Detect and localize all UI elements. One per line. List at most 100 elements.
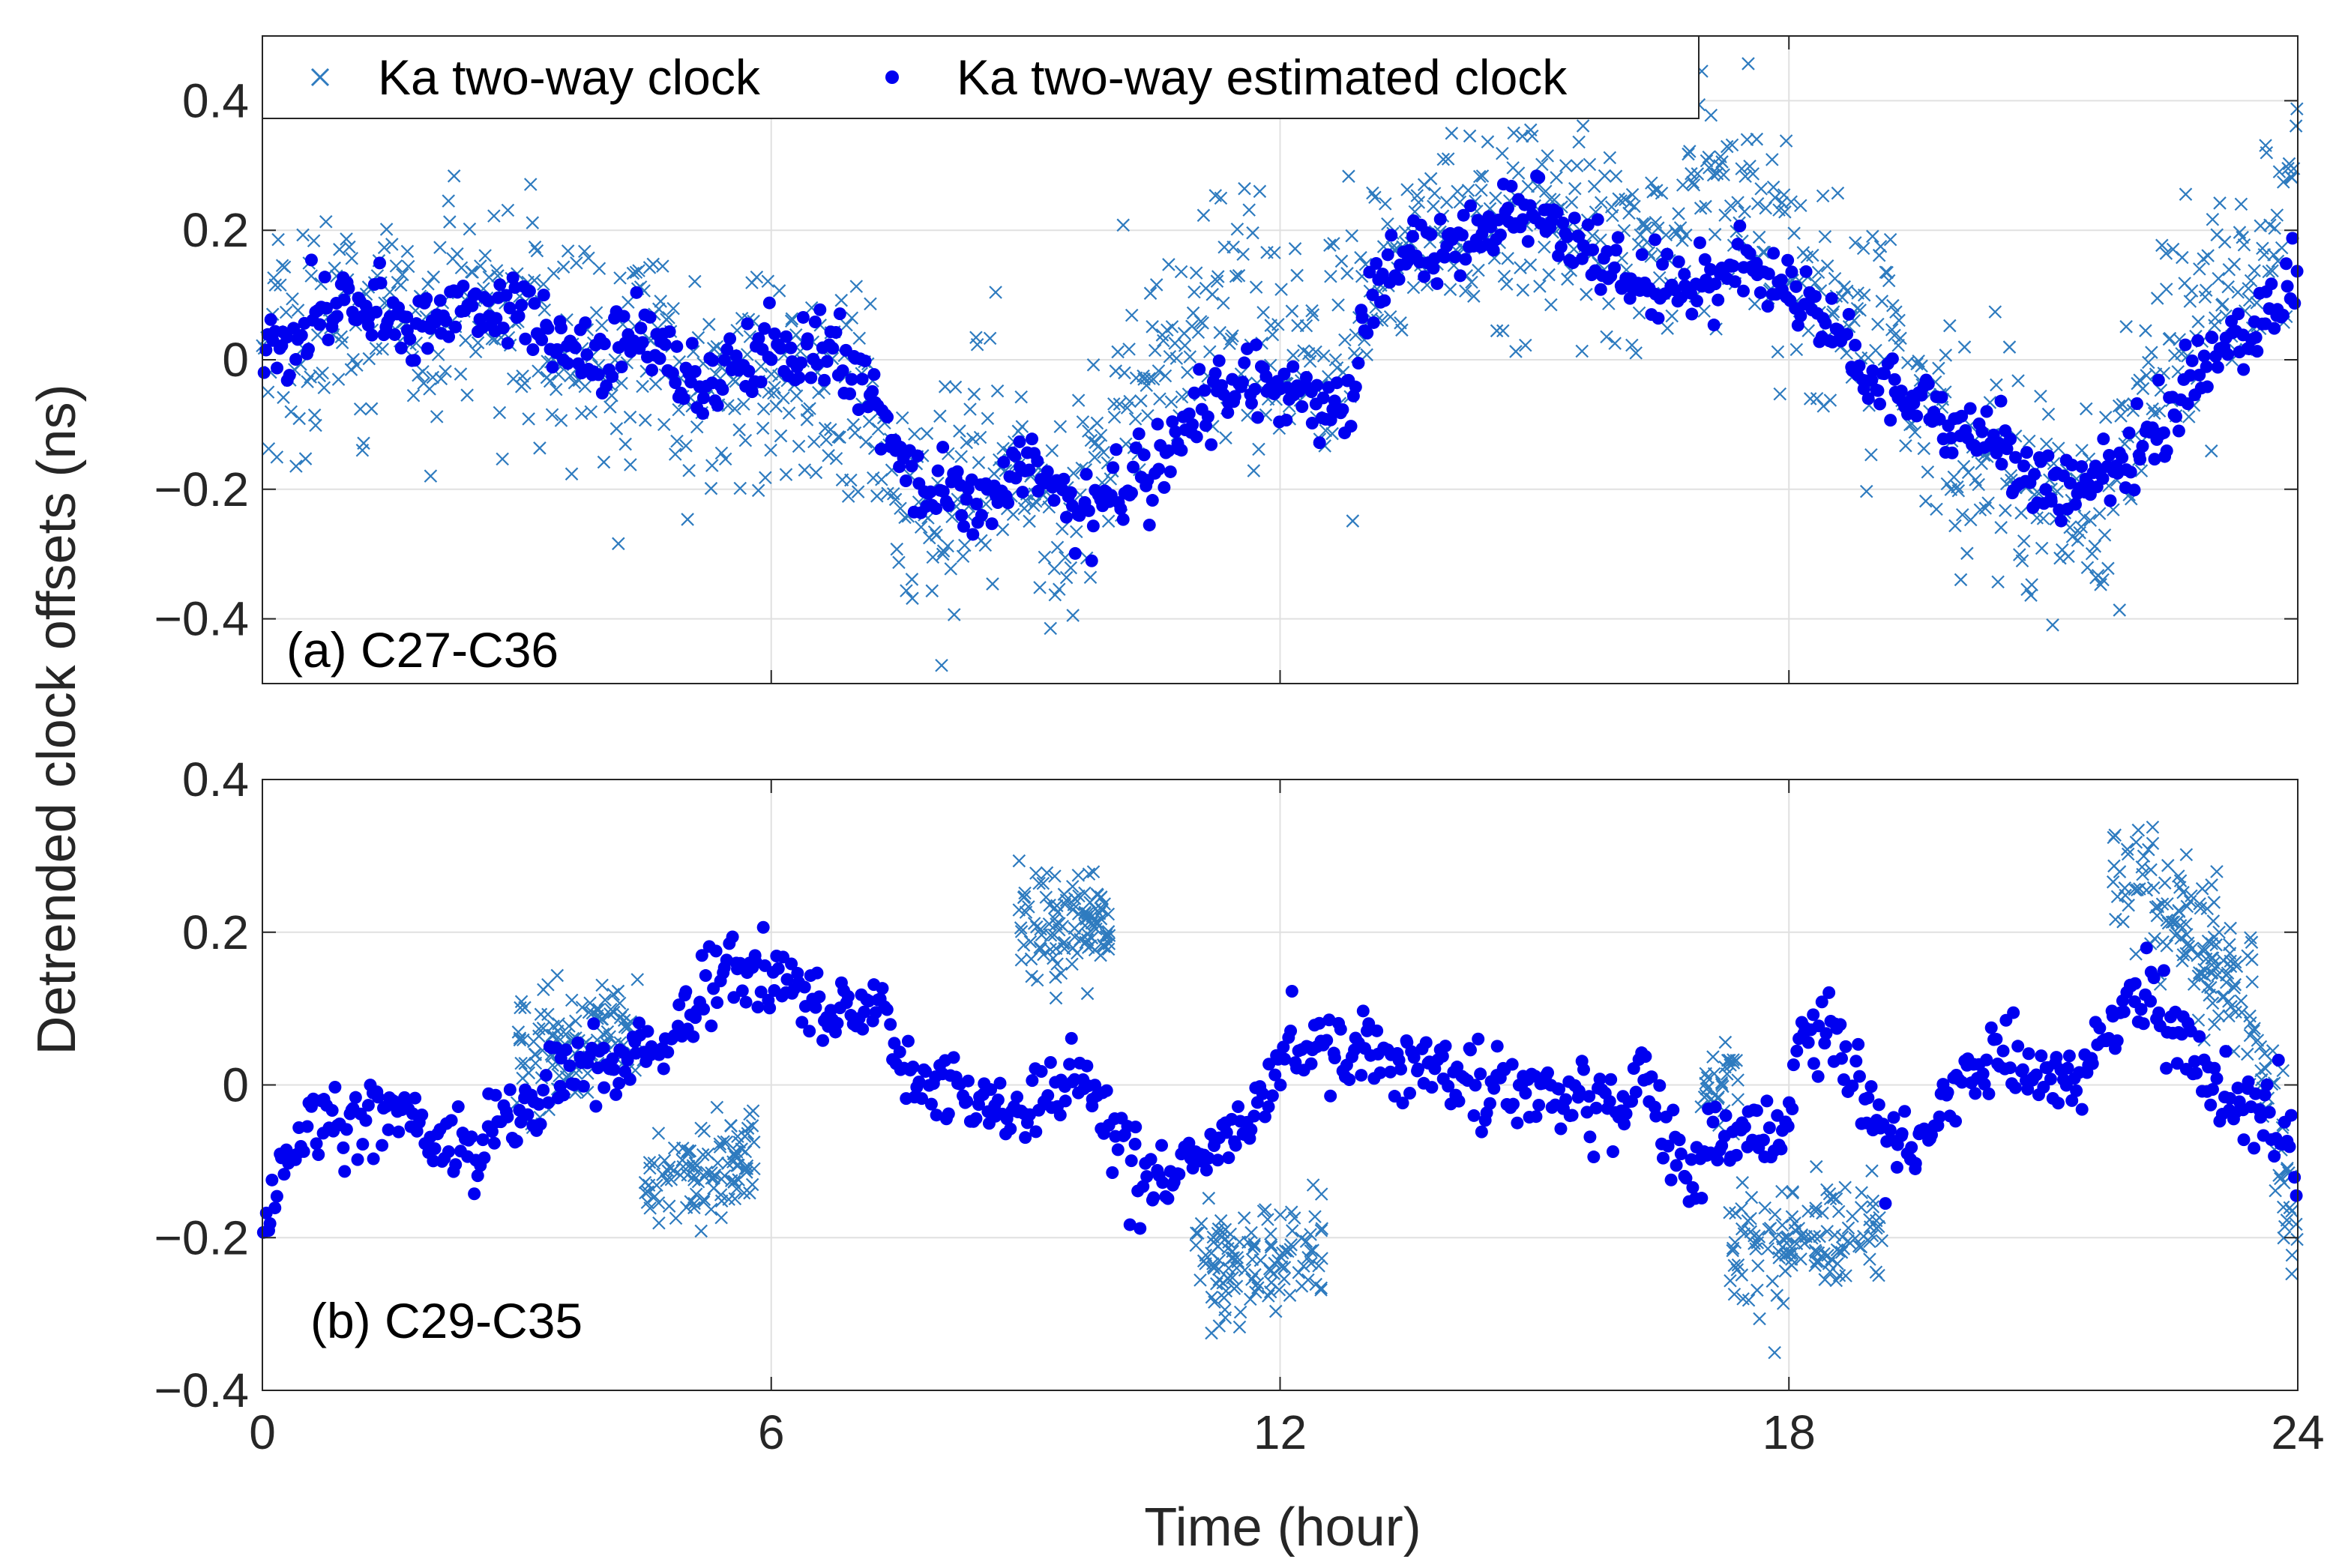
data-point-estimated-clock [331,310,344,323]
data-point-clock [443,215,457,229]
data-point-clock [1178,339,1192,352]
data-point-clock [389,259,403,273]
data-point-clock [1957,340,1972,354]
data-point-clock [1164,395,1178,408]
data-point-clock [996,522,1010,537]
data-point-clock [1242,203,1256,217]
data-point-estimated-clock [1786,1103,1799,1116]
data-point-estimated-clock [1008,449,1022,462]
data-point-estimated-clock [810,966,824,980]
data-point-clock [851,485,865,498]
data-point-estimated-clock [342,282,355,295]
data-point-estimated-clock [2185,354,2199,367]
data-point-estimated-clock [607,1063,621,1076]
data-point-estimated-clock [388,328,402,341]
data-point-clock [1059,570,1074,585]
data-point-estimated-clock [1295,399,1309,413]
data-point-clock [357,436,370,450]
data-point-estimated-clock [271,361,284,375]
data-point-clock [954,450,968,463]
data-point-clock [1704,108,1718,122]
data-point-clock [1917,441,1931,456]
data-point-clock [989,286,1002,299]
data-point-estimated-clock [820,355,834,368]
data-point-clock [1521,179,1535,193]
data-point-clock [1064,561,1078,575]
data-point-clock [624,458,637,471]
data-point-estimated-clock [615,360,628,373]
data-point-estimated-clock [539,1069,553,1082]
data-point-estimated-clock [1501,202,1514,215]
data-point-estimated-clock [1511,1116,1524,1130]
data-point-estimated-clock [1158,480,1171,494]
data-point-clock [956,549,970,564]
data-point-clock [1436,152,1451,166]
data-point-estimated-clock [1774,1142,1788,1156]
data-point-estimated-clock [706,354,720,367]
data-point-clock [908,427,921,441]
data-point-clock [1951,480,1964,494]
data-point-estimated-clock [1969,1087,1982,1100]
data-point-clock [1738,205,1751,219]
data-point-estimated-clock [2017,459,2031,473]
data-point-clock [545,408,559,422]
data-point-clock [762,385,775,399]
data-point-clock [1891,339,1905,352]
data-point-clock [1496,146,1509,160]
data-point-estimated-clock [867,368,881,382]
data-point-clock [690,420,704,434]
data-point-clock [1586,229,1599,243]
data-point-estimated-clock [449,1158,463,1172]
data-point-clock [1743,159,1757,173]
data-point-clock [1187,285,1201,299]
legend: Ka two-way clock Ka two-way estimated cl… [262,35,1700,119]
data-point-clock [2075,444,2089,457]
data-point-clock [732,423,746,437]
data-point-estimated-clock [1013,435,1026,448]
data-point-clock [434,372,448,386]
data-point-clock [1682,147,1695,161]
data-point-estimated-clock [1035,1064,1048,1078]
data-point-clock [657,417,671,432]
data-point-clock [1882,274,1896,288]
data-point-clock [1523,258,1538,272]
data-point-estimated-clock [1356,1004,1370,1018]
data-point-estimated-clock [374,277,388,290]
data-point-clock [1340,267,1354,280]
data-point-estimated-clock [1059,510,1073,524]
data-point-estimated-clock [768,327,781,340]
data-point-clock [784,314,798,328]
data-point-estimated-clock [1532,171,1546,184]
data-point-estimated-clock [1193,363,1206,376]
data-point-clock [1576,119,1590,133]
data-point-clock [1113,397,1127,411]
data-point-estimated-clock [1238,356,1251,370]
data-point-estimated-clock [1733,219,1747,232]
data-point-estimated-clock [2204,1098,2218,1112]
data-point-clock [1960,546,1974,561]
data-point-estimated-clock [535,333,549,346]
data-point-clock [1223,337,1236,351]
data-point-estimated-clock [936,441,950,454]
data-point-clock [490,264,504,277]
data-point-clock [1787,226,1801,240]
data-point-estimated-clock [826,342,840,355]
data-point-estimated-clock [2003,1061,2017,1075]
data-point-estimated-clock [1205,438,1218,451]
y-tick-label: 0.2 [182,203,249,257]
data-point-estimated-clock [951,465,964,478]
data-point-clock [2074,520,2089,534]
data-point-estimated-clock [643,310,657,324]
data-point-estimated-clock [2097,432,2110,446]
data-point-clock [792,439,806,453]
data-point-estimated-clock [2122,426,2136,440]
data-point-estimated-clock [1344,420,1358,433]
legend-label-ka-two-way-clock: Ka two-way clock [378,49,761,105]
data-point-clock [1956,508,1969,522]
data-point-clock [549,382,563,396]
data-point-estimated-clock [2263,1106,2276,1119]
data-point-estimated-clock [2157,964,2170,977]
data-point-clock [454,261,469,275]
data-point-clock [609,422,624,435]
data-point-clock [1673,221,1688,235]
